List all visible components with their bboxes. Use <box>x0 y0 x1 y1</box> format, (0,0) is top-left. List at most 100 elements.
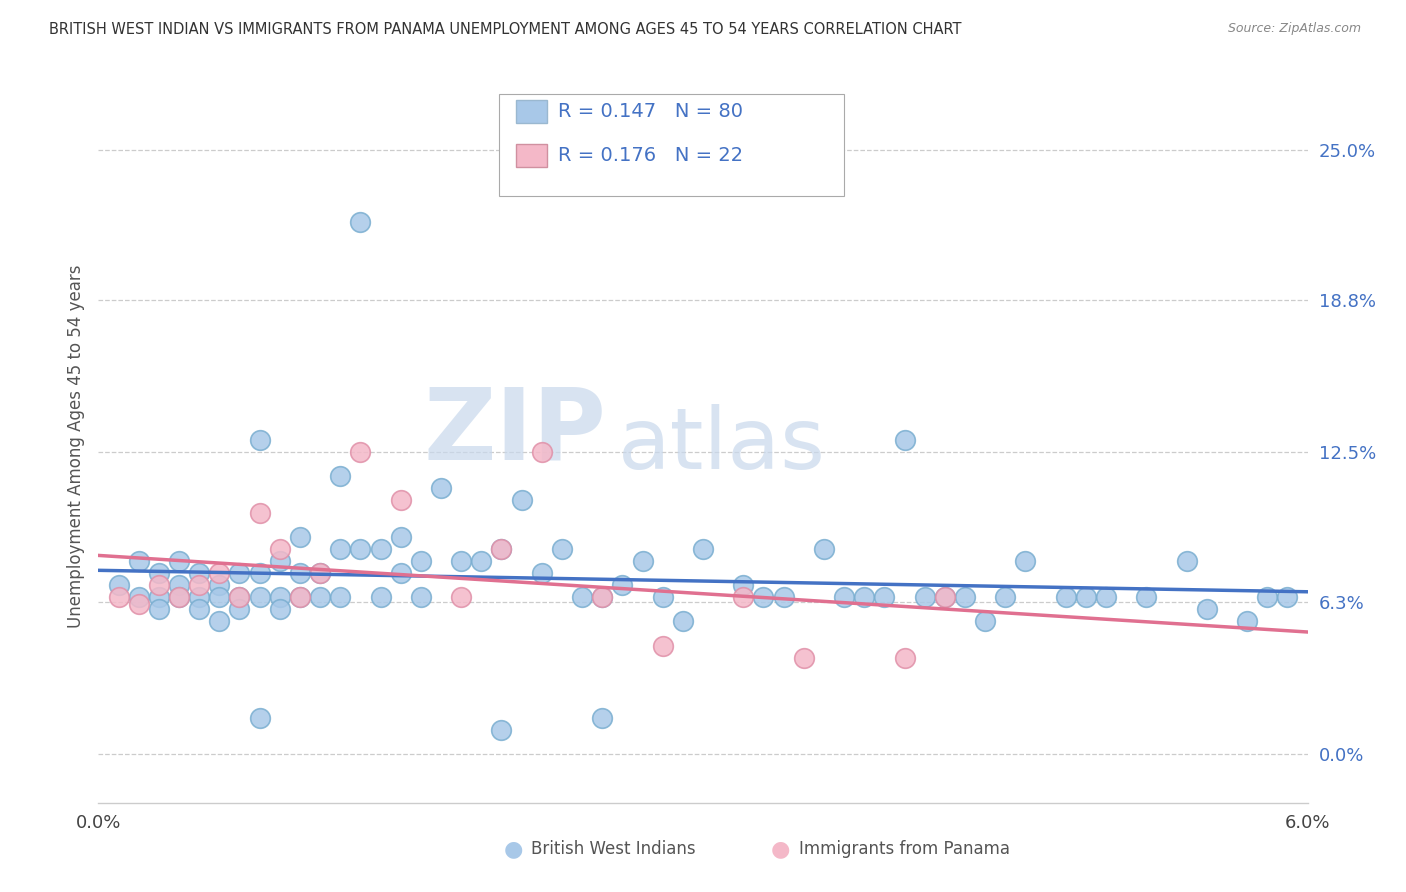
Point <box>208 566 231 580</box>
Point <box>934 590 956 604</box>
Text: BRITISH WEST INDIAN VS IMMIGRANTS FROM PANAMA UNEMPLOYMENT AMONG AGES 45 TO 54 Y: BRITISH WEST INDIAN VS IMMIGRANTS FROM P… <box>49 22 962 37</box>
Point <box>188 566 211 580</box>
Point <box>491 541 513 556</box>
Point <box>752 590 775 604</box>
Point <box>893 650 915 665</box>
Point <box>853 590 876 604</box>
Text: ●: ● <box>503 839 523 859</box>
Point <box>349 215 371 229</box>
Point <box>288 530 311 544</box>
Point <box>510 493 533 508</box>
Point <box>974 615 997 629</box>
Point <box>228 566 250 580</box>
Point <box>389 493 412 508</box>
Point <box>1074 590 1097 604</box>
Point <box>430 481 453 495</box>
Point <box>370 590 392 604</box>
Text: Source: ZipAtlas.com: Source: ZipAtlas.com <box>1227 22 1361 36</box>
Point <box>530 566 553 580</box>
Point <box>409 554 432 568</box>
Point <box>188 590 211 604</box>
Point <box>107 578 129 592</box>
Point <box>1014 554 1036 568</box>
Point <box>228 602 250 616</box>
Point <box>167 554 190 568</box>
Point <box>370 541 392 556</box>
Point <box>269 554 291 568</box>
Text: ZIP: ZIP <box>423 384 606 480</box>
Point <box>249 566 271 580</box>
Text: R = 0.176   N = 22: R = 0.176 N = 22 <box>558 145 744 165</box>
Point <box>491 541 513 556</box>
Point <box>1135 590 1157 604</box>
Point <box>873 590 896 604</box>
Point <box>288 590 311 604</box>
Point <box>651 639 673 653</box>
Point <box>269 541 291 556</box>
Text: Immigrants from Panama: Immigrants from Panama <box>799 840 1010 858</box>
Point <box>288 590 311 604</box>
Point <box>1054 590 1077 604</box>
Point <box>167 590 190 604</box>
Point <box>148 602 170 616</box>
Point <box>571 590 593 604</box>
Text: British West Indians: British West Indians <box>531 840 696 858</box>
Point <box>309 566 332 580</box>
Point <box>813 541 835 556</box>
Point <box>249 711 271 725</box>
Point <box>148 566 170 580</box>
Point <box>409 590 432 604</box>
Text: R = 0.147   N = 80: R = 0.147 N = 80 <box>558 102 744 121</box>
Point <box>208 578 231 592</box>
Point <box>591 711 613 725</box>
Point <box>893 433 915 447</box>
Point <box>470 554 492 568</box>
Point <box>228 590 250 604</box>
Point <box>148 578 170 592</box>
Point <box>309 590 332 604</box>
Point <box>934 590 956 604</box>
Point <box>914 590 936 604</box>
Point <box>329 590 352 604</box>
Point <box>249 590 271 604</box>
Point <box>772 590 794 604</box>
Point <box>269 590 291 604</box>
Point <box>329 469 352 483</box>
Text: atlas: atlas <box>619 404 827 488</box>
Point <box>249 506 271 520</box>
Point <box>591 590 613 604</box>
Point <box>672 615 695 629</box>
Point <box>167 578 190 592</box>
Point <box>450 590 472 604</box>
Point <box>530 445 553 459</box>
Point <box>491 723 513 738</box>
Point <box>188 602 211 616</box>
Point <box>1277 590 1299 604</box>
Point <box>1236 615 1258 629</box>
Point <box>329 541 352 556</box>
Text: ●: ● <box>770 839 790 859</box>
Point <box>128 598 150 612</box>
Point <box>1195 602 1218 616</box>
Point <box>269 602 291 616</box>
Point <box>288 566 311 580</box>
Point <box>733 590 755 604</box>
Point <box>1175 554 1198 568</box>
Point <box>631 554 654 568</box>
Point <box>551 541 574 556</box>
Point <box>309 566 332 580</box>
Point <box>228 590 250 604</box>
Point <box>188 578 211 592</box>
Point <box>994 590 1017 604</box>
Point <box>651 590 673 604</box>
Point <box>107 590 129 604</box>
Point <box>128 590 150 604</box>
Point <box>389 566 412 580</box>
Point <box>148 590 170 604</box>
Point <box>349 541 371 556</box>
Point <box>450 554 472 568</box>
Point <box>692 541 714 556</box>
Point <box>1095 590 1118 604</box>
Point <box>389 530 412 544</box>
Y-axis label: Unemployment Among Ages 45 to 54 years: Unemployment Among Ages 45 to 54 years <box>66 264 84 628</box>
